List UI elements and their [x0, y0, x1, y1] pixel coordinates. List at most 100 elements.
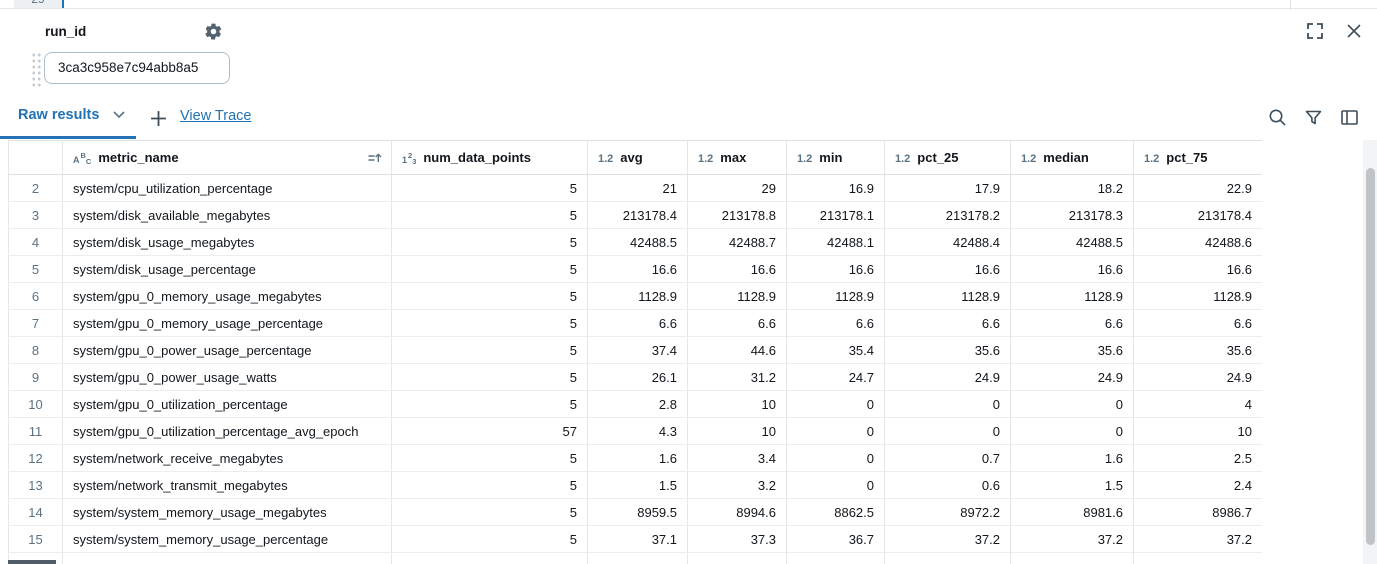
cell-median[interactable]: 35.6: [1010, 336, 1134, 364]
cell-metric_name[interactable]: system/gpu_0_memory_usage_percentage: [62, 309, 392, 337]
cell-num_data_points[interactable]: 5: [391, 336, 588, 364]
cell-min[interactable]: 16.9: [786, 174, 885, 202]
cell-pct_75[interactable]: 10: [1133, 417, 1262, 445]
cell-num_data_points[interactable]: 5: [391, 390, 588, 418]
cell-min[interactable]: 0: [786, 444, 885, 472]
cell-num_data_points[interactable]: 5: [391, 363, 588, 391]
cell-pct_25[interactable]: 35.6: [884, 336, 1011, 364]
close-button[interactable]: [1343, 20, 1365, 42]
cell-max[interactable]: 29: [687, 174, 787, 202]
cell-metric_name[interactable]: system/system_memory_usage_percentage: [62, 525, 392, 553]
cell-max[interactable]: 6.6: [687, 309, 787, 337]
cell-avg[interactable]: 8959.5: [587, 498, 688, 526]
cell-num_data_points[interactable]: 5: [391, 525, 588, 553]
cell-metric_name[interactable]: system/gpu_0_power_usage_watts: [62, 363, 392, 391]
cell-num_data_points[interactable]: 5: [391, 255, 588, 283]
cell-pct_75[interactable]: 6.6: [1133, 309, 1262, 337]
cell-min[interactable]: 24.7: [786, 363, 885, 391]
cell-max[interactable]: 3.4: [687, 444, 787, 472]
cell-pct_25[interactable]: 8972.2: [884, 498, 1011, 526]
cell-pct_75[interactable]: 8986.7: [1133, 498, 1262, 526]
cell-metric_name[interactable]: system/network_receive_megabytes: [62, 444, 392, 472]
cell-max[interactable]: 10: [687, 390, 787, 418]
cell-max[interactable]: 1128.9: [687, 282, 787, 310]
cell-median[interactable]: 213178.3: [1010, 201, 1134, 229]
cell-min[interactable]: 6.6: [786, 309, 885, 337]
cell-median[interactable]: 1.6: [1010, 444, 1134, 472]
cell-avg[interactable]: 6.6: [587, 309, 688, 337]
widget-settings-button[interactable]: [201, 22, 225, 44]
cell-median[interactable]: 24.9: [1010, 363, 1134, 391]
cell-metric_name[interactable]: system/gpu_0_power_usage_percentage: [62, 336, 392, 364]
view-trace-link[interactable]: View Trace: [180, 108, 252, 124]
cell-metric_name[interactable]: system/disk_usage_megabytes: [62, 228, 392, 256]
cell-max[interactable]: 10: [687, 417, 787, 445]
cell-pct_25[interactable]: 213178.2: [884, 201, 1011, 229]
column-header-pct_25[interactable]: 1.2 pct_25: [884, 140, 1011, 175]
cell-min[interactable]: 0: [786, 471, 885, 499]
row-number-cell[interactable]: 8: [8, 336, 63, 364]
cell-avg[interactable]: 37.1: [587, 525, 688, 553]
cell-pct_75[interactable]: 35.6: [1133, 336, 1262, 364]
horizontal-scrollbar-thumb[interactable]: [8, 560, 56, 564]
column-header-max[interactable]: 1.2 max: [687, 140, 787, 175]
row-number-cell[interactable]: 12: [8, 444, 63, 472]
cell-metric_name[interactable]: system/gpu_0_utilization_percentage: [62, 390, 392, 418]
cell-median[interactable]: 0: [1010, 417, 1134, 445]
cell-min[interactable]: 0: [786, 417, 885, 445]
row-number-cell[interactable]: 10: [8, 390, 63, 418]
cell-metric_name[interactable]: system/system_memory_usage_megabytes: [62, 498, 392, 526]
cell-max[interactable]: 8994.6: [687, 498, 787, 526]
row-number-cell[interactable]: 2: [8, 174, 63, 202]
cell-median[interactable]: 8981.6: [1010, 498, 1134, 526]
filter-button[interactable]: [1302, 106, 1325, 129]
cell-avg[interactable]: 42488.5: [587, 228, 688, 256]
cell-avg[interactable]: 1.5: [587, 471, 688, 499]
row-number-cell[interactable]: 13: [8, 471, 63, 499]
column-header-num_data_points[interactable]: 123 num_data_points: [391, 140, 588, 175]
column-header-min[interactable]: 1.2 min: [786, 140, 885, 175]
cell-num_data_points[interactable]: 5: [391, 471, 588, 499]
cell-num_data_points[interactable]: 5: [391, 282, 588, 310]
cell-min[interactable]: 1128.9: [786, 282, 885, 310]
cell-median[interactable]: 18.2: [1010, 174, 1134, 202]
row-number-cell[interactable]: 11: [8, 417, 63, 445]
cell-pct_25[interactable]: 6.6: [884, 309, 1011, 337]
cell-pct_75[interactable]: 2.5: [1133, 444, 1262, 472]
cell-metric_name[interactable]: system/disk_available_megabytes: [62, 201, 392, 229]
cell-num_data_points[interactable]: 5: [391, 498, 588, 526]
cell-max[interactable]: 213178.8: [687, 201, 787, 229]
cell-avg[interactable]: 16.6: [587, 255, 688, 283]
search-button[interactable]: [1266, 106, 1289, 129]
cell-median[interactable]: 16.6: [1010, 255, 1134, 283]
cell-max[interactable]: 3.2: [687, 471, 787, 499]
cell-pct_25[interactable]: 24.9: [884, 363, 1011, 391]
column-header-median[interactable]: 1.2 median: [1010, 140, 1134, 175]
cell-avg[interactable]: 21: [587, 174, 688, 202]
tab-raw-results[interactable]: Raw results: [18, 107, 125, 123]
cell-pct_75[interactable]: 37.2: [1133, 525, 1262, 553]
cell-median[interactable]: 42488.5: [1010, 228, 1134, 256]
cell-max[interactable]: 37.3: [687, 525, 787, 553]
cell-avg[interactable]: 1128.9: [587, 282, 688, 310]
columns-panel-button[interactable]: [1338, 106, 1361, 129]
cell-max[interactable]: 16.6: [687, 255, 787, 283]
column-header-pct_75[interactable]: 1.2 pct_75: [1133, 140, 1262, 175]
cell-num_data_points[interactable]: 5: [391, 309, 588, 337]
cell-num_data_points[interactable]: 5: [391, 444, 588, 472]
row-number-cell[interactable]: 6: [8, 282, 63, 310]
cell-avg[interactable]: 1.6: [587, 444, 688, 472]
cell-pct_75[interactable]: 1128.9: [1133, 282, 1262, 310]
cell-median[interactable]: 1.5: [1010, 471, 1134, 499]
cell-min[interactable]: 42488.1: [786, 228, 885, 256]
row-number-cell[interactable]: 4: [8, 228, 63, 256]
cell-pct_25[interactable]: 17.9: [884, 174, 1011, 202]
cell-max[interactable]: 42488.7: [687, 228, 787, 256]
cell-min[interactable]: 8862.5: [786, 498, 885, 526]
cell-min[interactable]: 213178.1: [786, 201, 885, 229]
run-id-input[interactable]: 3ca3c958e7c94abb8a5: [44, 52, 230, 84]
cell-pct_75[interactable]: 4: [1133, 390, 1262, 418]
cell-pct_25[interactable]: 0.7: [884, 444, 1011, 472]
cell-metric_name[interactable]: system/disk_usage_percentage: [62, 255, 392, 283]
cell-avg[interactable]: 26.1: [587, 363, 688, 391]
